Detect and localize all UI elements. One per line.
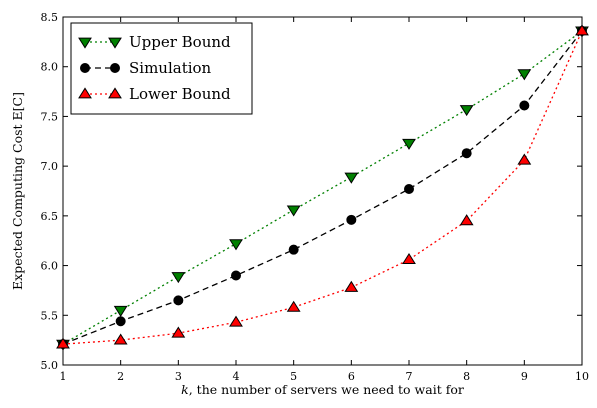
x-axis-label-text: , the number of servers we need to wait … [189,382,464,397]
x-tick-label: 5 [290,370,297,383]
plot-frame [62,16,583,366]
data-point [113,333,128,345]
data-point [229,239,243,251]
series-lower-bound [56,24,589,349]
data-point [113,305,128,317]
x-tick-label: 6 [348,370,355,383]
data-point [288,244,299,255]
legend-label: Upper Bound [129,33,231,51]
legend-marker [108,87,122,99]
data-point [461,148,472,159]
x-tick-label: 1 [60,370,67,383]
data-point [231,270,241,281]
y-tick-label: 8.5 [41,11,59,24]
y-axis-label: Expected Computing Cost E[C] [10,92,25,290]
x-axis-label: k, the number of servers we need to wait… [181,382,464,397]
series-line [62,30,583,345]
x-tick-label: 10 [575,370,589,383]
data-point [173,295,184,306]
legend-entry: Upper Bound [78,33,231,51]
data-point [229,315,243,327]
plot-area: 1 2 3 4 5 6 7 8 9 10 5.0 5.5 6.0 6.5 7.0 7.5 8.0 8.5 [41,11,590,383]
legend-marker [80,63,90,73]
data-point [344,280,359,292]
data-point [286,205,301,217]
x-axis-label-variable: k [181,382,189,397]
data-point [56,337,70,349]
legend-marker [110,63,120,73]
data-point [402,138,416,150]
series-line [62,30,583,345]
legend: Upper Bound Simulation Lower Bound [70,22,253,115]
legend-entry: Lower Bound [78,85,231,103]
series-layer [56,24,589,351]
legend-entry: Simulation [80,59,212,77]
x-tick-label: 4 [233,370,240,383]
data-point [517,153,532,165]
data-point [459,214,474,226]
data-point [171,326,186,338]
data-point [519,100,530,111]
series-line [62,30,583,345]
data-point [517,69,532,81]
y-tick-label: 5.5 [41,309,59,322]
y-tick-label: 8.0 [41,61,59,74]
legend-marker [78,37,92,49]
y-tick-label: 6.0 [41,260,59,273]
x-tick-label: 3 [175,370,182,383]
x-tick-label: 8 [463,370,470,383]
data-point [404,184,414,195]
legend-label: Simulation [129,59,212,77]
data-point [402,252,416,265]
legend-marker [78,87,92,99]
data-point [171,272,186,284]
y-tick-label: 6.5 [41,210,59,223]
data-point [346,214,357,225]
data-point [459,105,474,117]
data-point [575,24,589,36]
y-tick-label: 5.0 [41,359,59,372]
data-point [115,316,126,327]
data-point [286,300,301,312]
data-point [344,172,359,184]
legend-label: Lower Bound [129,85,231,103]
y-tick-label: 7.5 [41,110,59,123]
x-tick-label: 2 [117,370,124,383]
legend-box [70,22,253,115]
legend-marker [108,37,122,49]
x-tick-label: 7 [406,370,413,383]
y-tick-label: 7.0 [41,160,59,173]
x-tick-label: 9 [521,370,528,383]
